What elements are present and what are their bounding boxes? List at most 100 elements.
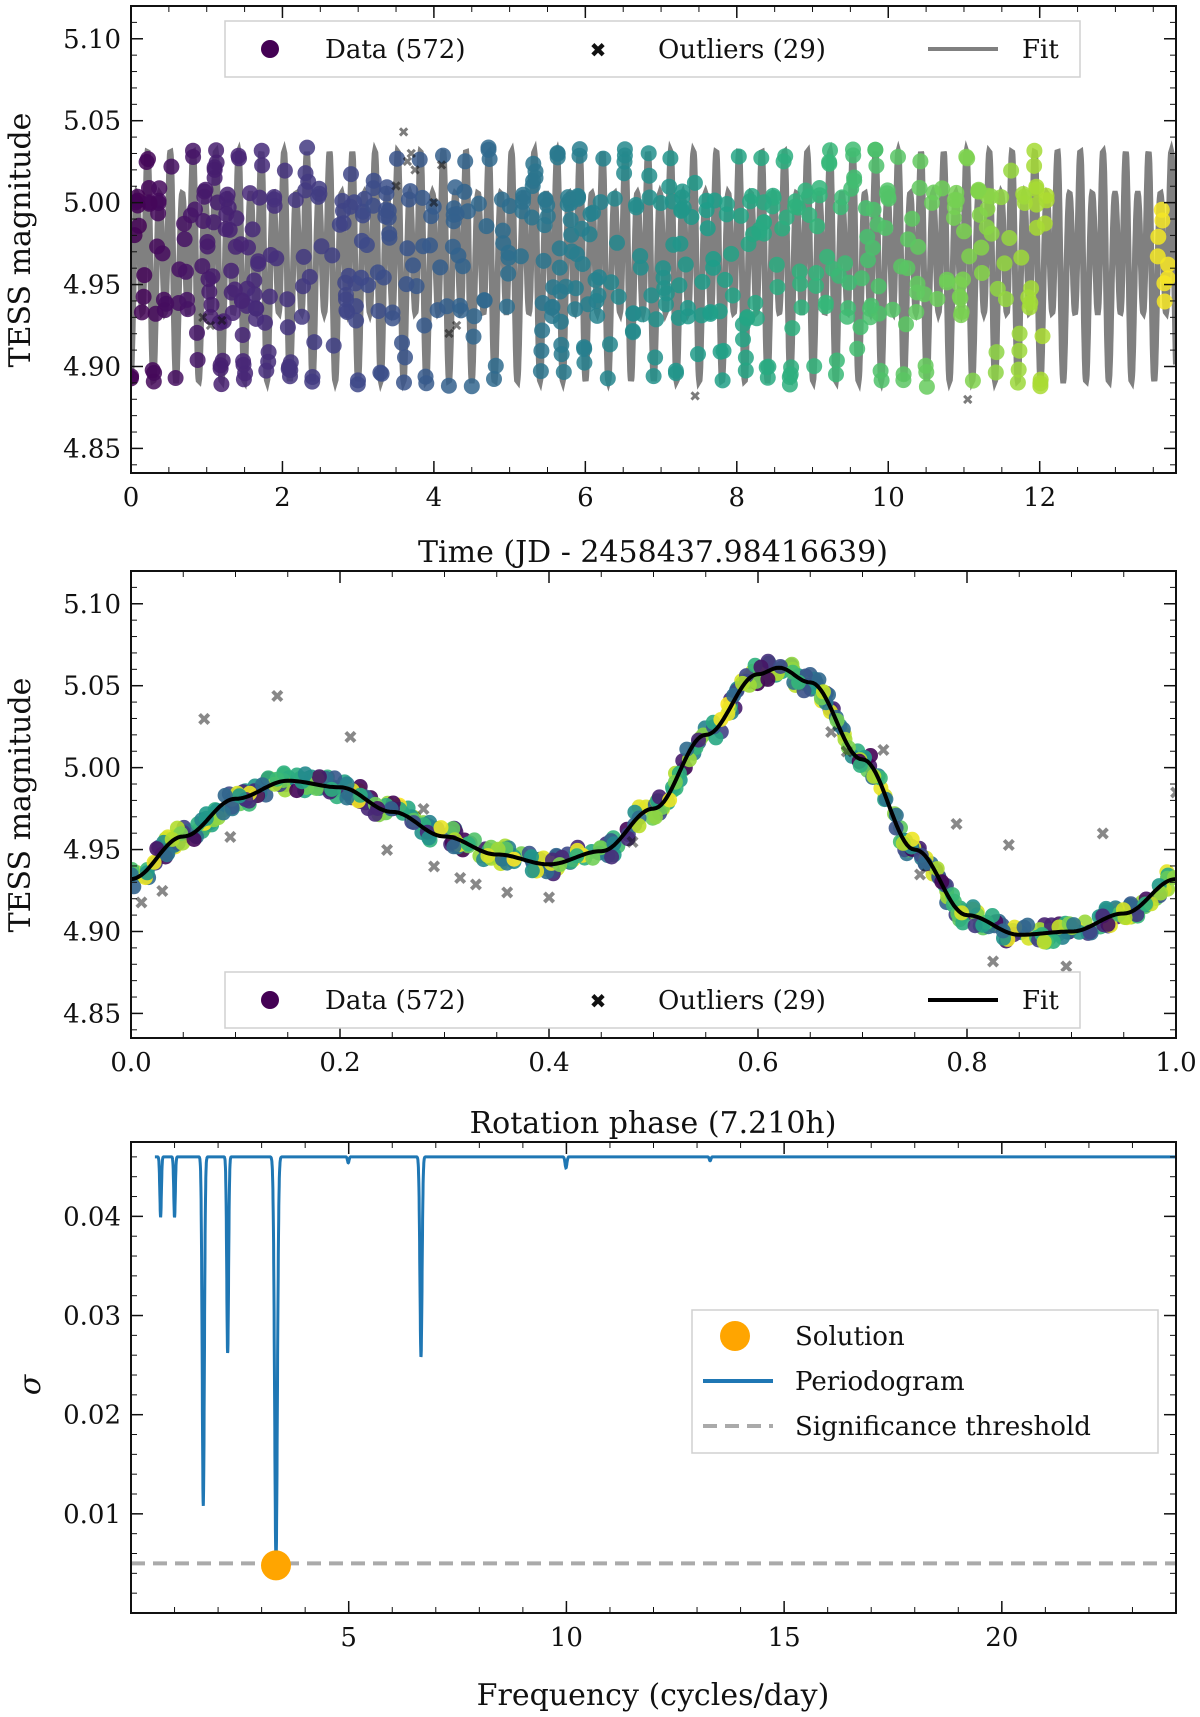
data-point [745,226,762,243]
data-point [698,192,715,209]
axis-ticks: 0 2 4 6 8 10 12 4.85 4.90 4.95 5.00 5.05 5.10 [63,5,1176,513]
data-point [446,839,462,855]
data-point [791,263,808,280]
data-point [136,267,153,284]
data-point [324,247,341,264]
data-point [884,301,901,318]
data-point [822,142,838,159]
data-point [679,300,696,316]
data-point [1138,896,1153,912]
data-point [414,189,431,206]
data-point [1156,275,1173,292]
data-point [955,271,971,288]
data-point [758,359,775,376]
data-point [487,357,504,374]
data-point [908,284,925,301]
data-point [655,260,672,277]
data-point [624,323,641,339]
legend-outliers-label: Outliers (29) [658,35,826,65]
data-point [665,236,682,253]
y-tick-label: 4.85 [63,999,121,1029]
data-point [423,208,440,225]
outlier-point: ✖ [390,179,402,195]
data-point [486,371,502,387]
data-point [1021,299,1038,316]
data-point [185,142,201,159]
legend-threshold-label: Significance threshold [795,1412,1091,1442]
outlier-point: ✖ [876,741,891,762]
data-point [433,820,449,836]
data-point [956,223,972,240]
outlier-point: ✖ [343,728,358,749]
data-point [845,147,862,164]
data-point [258,362,275,379]
y-axis-label: TESS magnitude [3,113,38,368]
data-point [353,269,370,286]
data-point [536,217,553,234]
data-point [1011,342,1028,359]
data-point [632,248,649,264]
data-point [819,248,836,265]
outlier-points: ✖✖ ✖✖✖✖✖✖✖✖✖✖✖ ✖ [197,125,974,408]
data-point [801,207,818,223]
data-point [411,151,428,168]
data-point [230,147,247,164]
y-tick-label: 0.03 [63,1302,121,1332]
data-point [324,781,340,797]
x-tick-label: 10 [550,1623,583,1653]
legend-data-label: Data (572) [325,35,465,65]
x-axis-label: Time (JD - 2458437.98416639) [418,535,888,570]
data-point [353,232,370,249]
data-point [524,863,540,879]
data-point [648,311,665,328]
data-point [747,294,764,311]
data-point [223,262,240,279]
data-point [717,271,733,288]
data-point [864,239,881,256]
data-point [304,373,321,390]
data-point [592,194,609,211]
data-point [276,162,293,179]
outlier-point: ✖ [402,155,414,171]
data-point [494,222,511,239]
data-point [821,155,838,172]
data-point [616,153,633,170]
data-point [690,346,706,363]
data-point [151,180,168,197]
data-point [643,287,660,304]
data-point [603,274,620,291]
legend-solution-label: Solution [795,1322,905,1352]
data-point [595,150,612,167]
data-point [378,185,395,202]
outlier-point: ✖ [197,710,212,731]
data-point [599,370,616,387]
data-point [196,188,213,205]
data-point [671,277,688,294]
x-tick-label: 0.8 [946,1048,987,1078]
data-point [647,349,664,366]
data-point [661,178,678,195]
data-point [1154,212,1171,229]
data-point [532,363,549,380]
data-point [872,362,889,379]
data-point [206,161,223,178]
outlier-point: ✖ [155,882,170,903]
data-point [792,275,809,292]
legend-data-marker [261,40,279,58]
x-axis-label: Rotation phase (7.210h) [470,1106,837,1141]
outlier-point: ✖ [912,865,927,886]
data-point [429,302,446,319]
data-point [405,257,421,274]
legend-solution-marker [720,1321,750,1351]
solution-marker [260,1550,291,1581]
data-point [840,300,857,317]
data-point [1032,375,1049,392]
data-point [1156,293,1173,310]
outlier-point: ✖ [451,319,463,335]
data-point [756,214,772,231]
data-point [863,297,880,314]
data-point [911,179,928,196]
y-tick-label: 5.05 [63,107,121,137]
data-point [476,292,493,309]
outlier-point: ✖ [541,888,556,909]
